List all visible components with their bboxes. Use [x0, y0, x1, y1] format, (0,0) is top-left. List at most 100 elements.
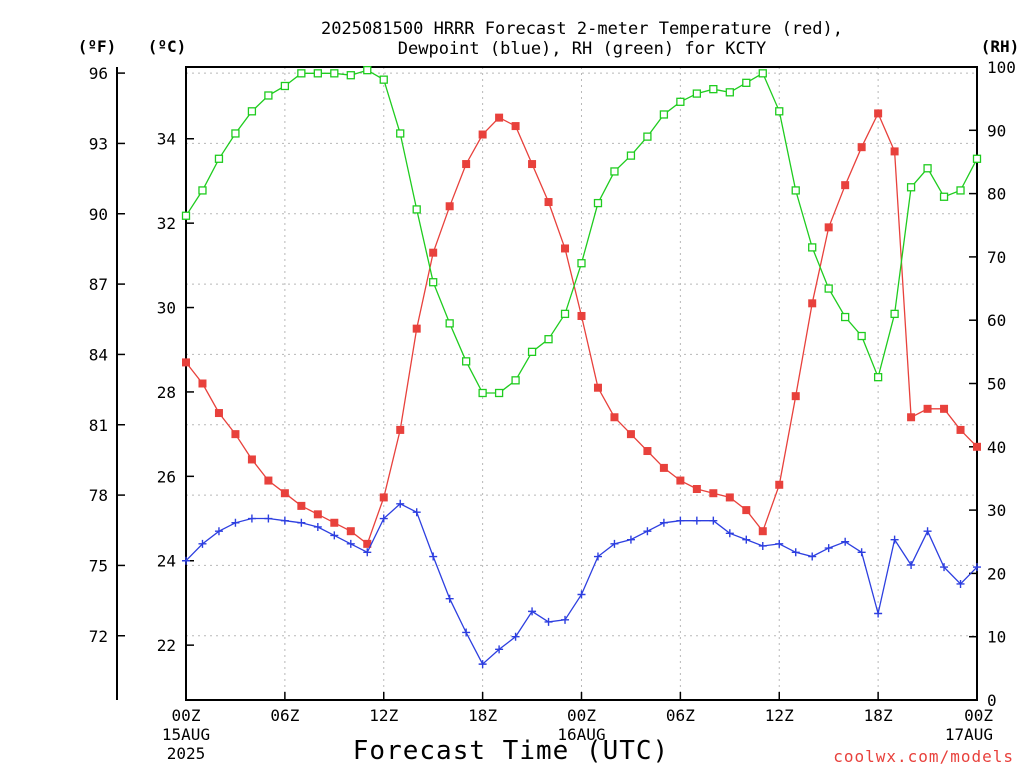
dewpoint-point [742, 535, 751, 544]
temperature-point [973, 442, 981, 451]
celsius-tick-label: 34 [157, 130, 176, 149]
rh-point [346, 71, 355, 80]
rh-point [939, 192, 949, 201]
dewpoint-point [412, 508, 421, 517]
temperature-point [956, 425, 965, 434]
rh-point [412, 205, 421, 214]
temperature-point [412, 324, 421, 333]
temperature-point [214, 409, 223, 418]
temperature-point [626, 430, 635, 439]
rh-point [873, 373, 883, 382]
dewpoint-point [182, 556, 190, 565]
chart-title-line-2: Dewpoint (blue), RH (green) for KCTY [398, 39, 766, 59]
celsius-tick-label: 22 [157, 636, 176, 655]
dewpoint-point [478, 660, 487, 669]
dewpoint-point [264, 514, 273, 523]
dewpoint-point [577, 590, 586, 599]
rh-point [791, 186, 800, 195]
temperature-point [445, 202, 454, 211]
rh-point [231, 129, 240, 138]
temperature-point [890, 147, 899, 156]
x-tick-label: 06Z [666, 706, 695, 725]
celsius-tick-label: 30 [157, 299, 176, 318]
celsius-axis: 34 32 30 28 26 24 22 [157, 130, 194, 655]
rh-point [527, 347, 537, 357]
x-tick-label: 12Z [369, 706, 398, 725]
rh-tick-label: 60 [987, 311, 1006, 330]
temperature-point [725, 493, 734, 502]
temperature-point [808, 299, 817, 308]
temperature-point [297, 501, 306, 510]
fahrenheit-unit-label: (ºF) [78, 37, 117, 56]
fahrenheit-tick-label: 84 [89, 345, 108, 364]
fahrenheit-tick-label: 90 [89, 205, 108, 224]
x-tick-label: 2025 [167, 744, 206, 763]
dewpoint-point [907, 560, 916, 569]
temperature-point [511, 122, 520, 131]
rh-point [709, 85, 718, 94]
dewpoint-point [396, 499, 405, 508]
dewpoint-point [775, 539, 784, 548]
rh-point [330, 69, 339, 78]
temperature-point [676, 476, 685, 485]
rh-point [429, 278, 438, 287]
chart-title-line-1: 2025081500 HRRR Forecast 2-meter Tempera… [321, 19, 843, 39]
temperature-point [280, 489, 289, 498]
temperature-point [874, 109, 883, 118]
temperature-point [742, 506, 751, 515]
rh-point [956, 186, 965, 195]
dewpoint-point [610, 539, 619, 548]
temperature-point [857, 143, 866, 152]
temperature-point [495, 113, 504, 122]
rh-point [643, 132, 652, 141]
rh-point [577, 259, 586, 268]
dewpoint-point [247, 514, 256, 523]
dewpoint-point [544, 617, 553, 626]
temperature-point [561, 244, 570, 253]
rh-point [544, 335, 553, 344]
celsius-unit-label: (ºC) [148, 37, 187, 56]
temperature-point [379, 493, 388, 502]
rh-point [363, 66, 372, 75]
rh-point [181, 211, 191, 220]
rh-point [692, 89, 702, 98]
dewpoint-point [841, 537, 850, 546]
temperature-point [478, 130, 487, 139]
temperature-point [709, 489, 718, 498]
x-axis-label: Forecast Time (UTC) [353, 736, 669, 766]
temperature-point [182, 358, 190, 367]
rh-tick-label: 10 [987, 628, 1006, 647]
dewpoint-point [445, 594, 454, 603]
temperature-point [692, 485, 701, 493]
rh-point [824, 284, 833, 293]
rh-point [198, 186, 207, 195]
rh-point [758, 69, 767, 78]
x-tick-label: 00Z [567, 706, 596, 725]
rh-tick-label: 70 [987, 248, 1006, 267]
dewpoint-point [429, 552, 438, 561]
dewpoint-point [973, 563, 981, 572]
rh-point [379, 75, 388, 84]
temperature-point [247, 455, 256, 464]
temperature-point [198, 379, 207, 388]
dewpoint-point [940, 563, 949, 572]
rh-point [264, 91, 273, 100]
dewpoint-point [824, 544, 833, 553]
temperature-point [346, 527, 355, 536]
rh-tick-label: 80 [987, 185, 1006, 204]
rh-point [725, 88, 734, 97]
rh-tick-label: 90 [987, 121, 1006, 140]
dewpoint-point [528, 607, 537, 616]
celsius-tick-label: 28 [157, 383, 176, 402]
rh-tick-label: 20 [987, 564, 1006, 583]
temperature-point [940, 404, 949, 413]
rh-point [676, 97, 685, 106]
x-tick-label: 17AUG [945, 725, 993, 744]
x-tick-label: 15AUG [162, 725, 210, 744]
fahrenheit-tick-label: 93 [89, 134, 108, 153]
temperature-point [264, 476, 273, 485]
dewpoint-point [956, 579, 965, 588]
rh-point [560, 309, 570, 319]
temperature-point [824, 223, 833, 232]
